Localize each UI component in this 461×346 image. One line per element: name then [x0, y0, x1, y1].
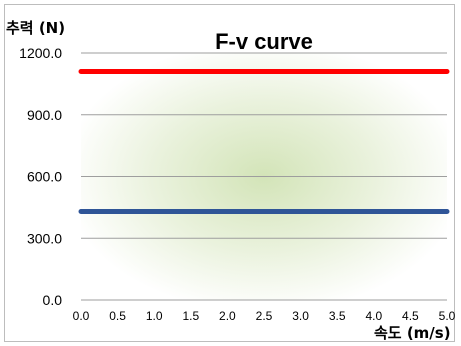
- x-tick-label: 5.0: [439, 309, 456, 323]
- x-tick-label: 0.0: [73, 309, 90, 323]
- y-tick-label: 1200.0: [19, 45, 62, 61]
- x-tick-label: 1.0: [146, 309, 163, 323]
- y-tick-label: 600.0: [27, 169, 62, 185]
- x-tick-label: 3.5: [329, 309, 346, 323]
- x-tick-label: 3.0: [292, 309, 309, 323]
- x-tick-label: 4.5: [402, 309, 419, 323]
- x-tick-label: 0.5: [109, 309, 126, 323]
- x-tick-label: 2.0: [219, 309, 236, 323]
- x-tick-label: 1.5: [182, 309, 199, 323]
- y-axis-label: 추력 (N): [6, 19, 65, 37]
- y-tick-label: 0.0: [43, 292, 63, 308]
- y-tick-label: 900.0: [27, 107, 62, 123]
- y-tick-labels: 0.0 300.0 600.0 900.0 1200.0: [19, 45, 62, 308]
- x-tick-label: 4.0: [365, 309, 382, 323]
- x-tick-label: 2.5: [256, 309, 273, 323]
- series-layer: [78, 69, 450, 214]
- y-tick-label: 300.0: [27, 230, 62, 246]
- x-axis-label: 속도 (m/s): [374, 324, 451, 342]
- gridlines: [81, 52, 447, 301]
- chart-title: F-v curve: [215, 29, 313, 54]
- x-tick-labels: 0.0 0.5 1.0 1.5 2.0 2.5 3.0 3.5 4.0 4.5 5.0: [73, 309, 456, 323]
